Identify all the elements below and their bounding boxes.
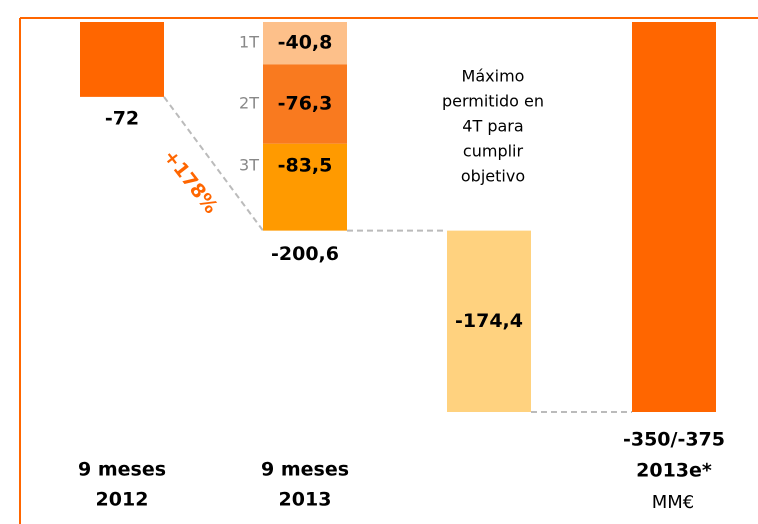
segment-value: -40,8: [278, 32, 333, 54]
category-label: 2013e*: [636, 460, 712, 482]
growth-annotation: +178%: [159, 146, 222, 218]
bar-segment: [447, 230, 531, 412]
segment-name: 3T: [239, 155, 259, 174]
bar: [632, 22, 716, 412]
annotation: 4T para: [462, 117, 523, 136]
connector: [163, 96, 264, 232]
bar-segment: [263, 143, 347, 231]
segment-value: -83,5: [278, 154, 333, 176]
category-label: 2012: [96, 489, 149, 511]
annotation: permitido en: [442, 92, 544, 111]
bar-segment: [263, 22, 347, 65]
value-label: -72: [105, 107, 139, 129]
value-label: -174,4: [455, 310, 523, 332]
segment-name: 2T: [239, 94, 259, 113]
unit-label: MM€: [652, 492, 695, 513]
segment-name: 1T: [239, 33, 259, 52]
bar-segment: [263, 64, 347, 144]
category-label: 9 meses: [261, 459, 349, 481]
category-label: 2013: [279, 489, 332, 511]
value-label: -350/-375: [623, 429, 725, 451]
annotation: Máximo: [462, 67, 525, 86]
segment-value: -76,3: [278, 93, 333, 115]
total-label: -200,6: [271, 243, 339, 265]
annotation: objetivo: [461, 167, 525, 186]
annotation: cumplir: [463, 142, 524, 161]
bar-segment: [80, 22, 164, 97]
category-label: 9 meses: [78, 459, 166, 481]
